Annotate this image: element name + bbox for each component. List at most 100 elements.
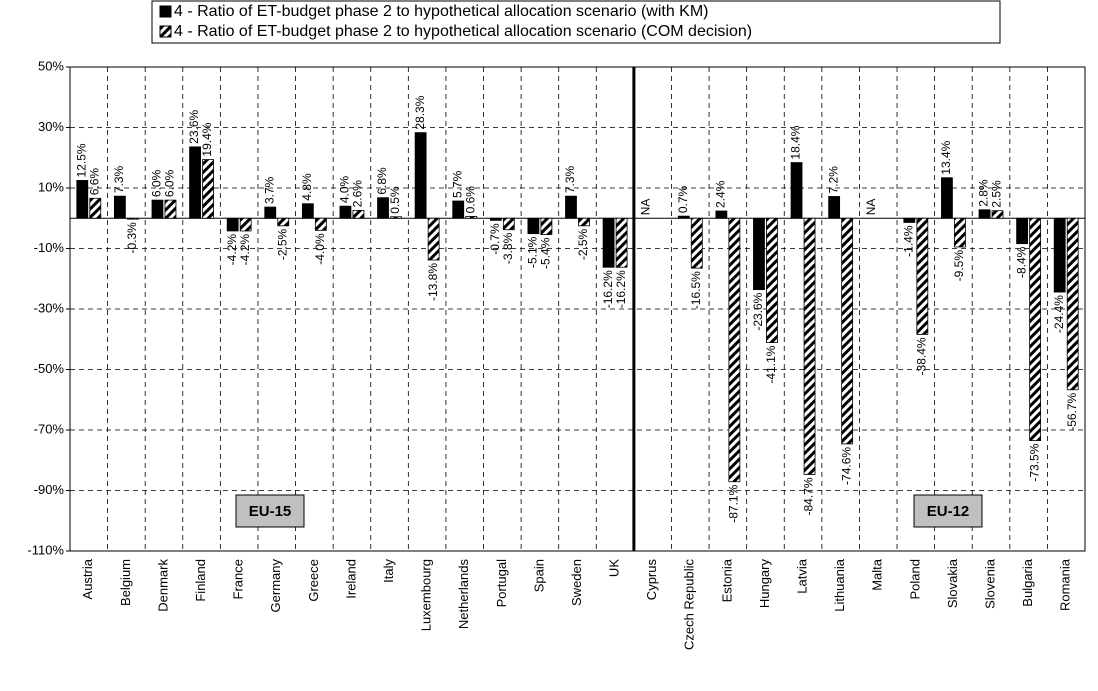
data-label: 7.2% xyxy=(826,166,840,194)
bar xyxy=(766,217,778,343)
x-tick-label: Lithuania xyxy=(832,558,847,612)
data-label: -13.8% xyxy=(426,263,440,301)
data-label: 23.6% xyxy=(187,110,201,144)
x-tick-label: Spain xyxy=(531,559,546,592)
x-tick-label: Romania xyxy=(1058,558,1073,611)
y-tick-label: -10% xyxy=(34,240,65,255)
data-label: -41.1% xyxy=(764,345,778,383)
bar xyxy=(728,217,741,483)
data-label: 6.0% xyxy=(163,169,177,197)
annotation-box xyxy=(235,494,305,528)
bar xyxy=(465,216,478,219)
data-label: 2.6% xyxy=(351,180,365,208)
bar xyxy=(126,217,139,220)
data-label: -1.4% xyxy=(902,225,916,257)
data-label: -4.0% xyxy=(313,233,327,265)
bar xyxy=(828,196,841,219)
bar xyxy=(841,217,854,445)
data-label: 12.5% xyxy=(74,143,88,177)
bar xyxy=(677,215,690,219)
y-tick-label: -30% xyxy=(34,300,65,315)
data-label: 0.5% xyxy=(388,186,402,214)
annotation: EU-12 xyxy=(927,503,970,520)
data-label: 13.4% xyxy=(939,140,953,174)
bar xyxy=(527,217,540,235)
x-tick-label: Slovenia xyxy=(982,558,997,609)
bar xyxy=(578,217,590,227)
bar xyxy=(941,177,953,219)
bar xyxy=(189,146,201,219)
bar xyxy=(314,217,327,231)
x-tick-label: Germany xyxy=(268,559,283,613)
x-tick-label: Denmark xyxy=(155,559,170,612)
bar xyxy=(226,217,239,232)
data-label: 0.7% xyxy=(676,185,690,213)
bar xyxy=(164,199,177,219)
y-tick-label: -50% xyxy=(34,361,65,376)
legend-label: 4 - Ratio of ET-budget phase 2 to hypoth… xyxy=(174,23,752,40)
bar xyxy=(903,217,916,223)
data-label: -73.5% xyxy=(1027,443,1041,481)
data-label: -4.2% xyxy=(238,234,252,266)
bar xyxy=(89,197,102,219)
bar xyxy=(991,210,1004,219)
data-label: -8.4% xyxy=(1014,246,1028,278)
data-label: -2.5% xyxy=(275,228,289,260)
x-tick-label: Slovakia xyxy=(945,558,960,608)
x-tick-label: Malta xyxy=(870,558,885,591)
bar xyxy=(790,162,803,219)
bar xyxy=(301,203,314,219)
data-label: 2.4% xyxy=(714,180,728,208)
data-label: -0.3% xyxy=(125,222,139,254)
data-label: 2.8% xyxy=(977,179,991,207)
bar xyxy=(1066,217,1079,391)
data-label: 3.7% xyxy=(262,176,276,204)
legend-swatch xyxy=(159,25,172,38)
data-label: 28.3% xyxy=(413,95,427,129)
bar xyxy=(452,200,465,219)
annotation-box xyxy=(913,494,983,528)
bar xyxy=(1016,217,1029,245)
bar xyxy=(1053,217,1066,293)
data-label: -56.7% xyxy=(1065,392,1079,430)
data-label: 5.7% xyxy=(450,170,464,198)
x-tick-label: Hungary xyxy=(757,559,772,609)
data-label: NA xyxy=(864,199,878,216)
data-label: -5.4% xyxy=(539,237,553,269)
x-tick-label: France xyxy=(231,559,246,599)
y-tick-label: 50% xyxy=(38,58,64,73)
data-label: -23.6% xyxy=(751,292,765,330)
data-label: 6.8% xyxy=(375,167,389,195)
data-label: NA xyxy=(638,199,652,216)
x-tick-label: Italy xyxy=(381,559,396,583)
x-tick-label: Latvia xyxy=(794,558,809,593)
data-label: -4.2% xyxy=(225,234,239,266)
x-tick-label: Bulgaria xyxy=(1020,558,1035,606)
bar xyxy=(753,217,765,291)
x-tick-label: Estonia xyxy=(719,558,734,602)
data-label: -5.1% xyxy=(526,236,540,268)
bar xyxy=(339,205,352,219)
data-label: -3.8% xyxy=(501,232,515,264)
bar xyxy=(502,217,515,231)
bar xyxy=(615,217,628,268)
data-label: -16.5% xyxy=(689,271,703,309)
y-tick-label: 10% xyxy=(38,179,64,194)
data-label: 4.0% xyxy=(338,175,352,203)
bar xyxy=(390,216,402,219)
bar xyxy=(414,132,427,219)
bar xyxy=(1029,217,1042,441)
bar xyxy=(489,217,502,221)
data-label: 6.0% xyxy=(150,169,164,197)
bar xyxy=(690,217,703,269)
bar xyxy=(715,210,728,219)
bar xyxy=(954,217,966,248)
bar xyxy=(540,217,553,235)
x-tick-label: Portugal xyxy=(494,559,509,608)
bar xyxy=(277,217,290,227)
x-tick-label: Austria xyxy=(80,558,95,599)
y-tick-label: -90% xyxy=(34,482,65,497)
data-label: -87.1% xyxy=(727,484,741,522)
plot-frame xyxy=(69,66,1086,552)
